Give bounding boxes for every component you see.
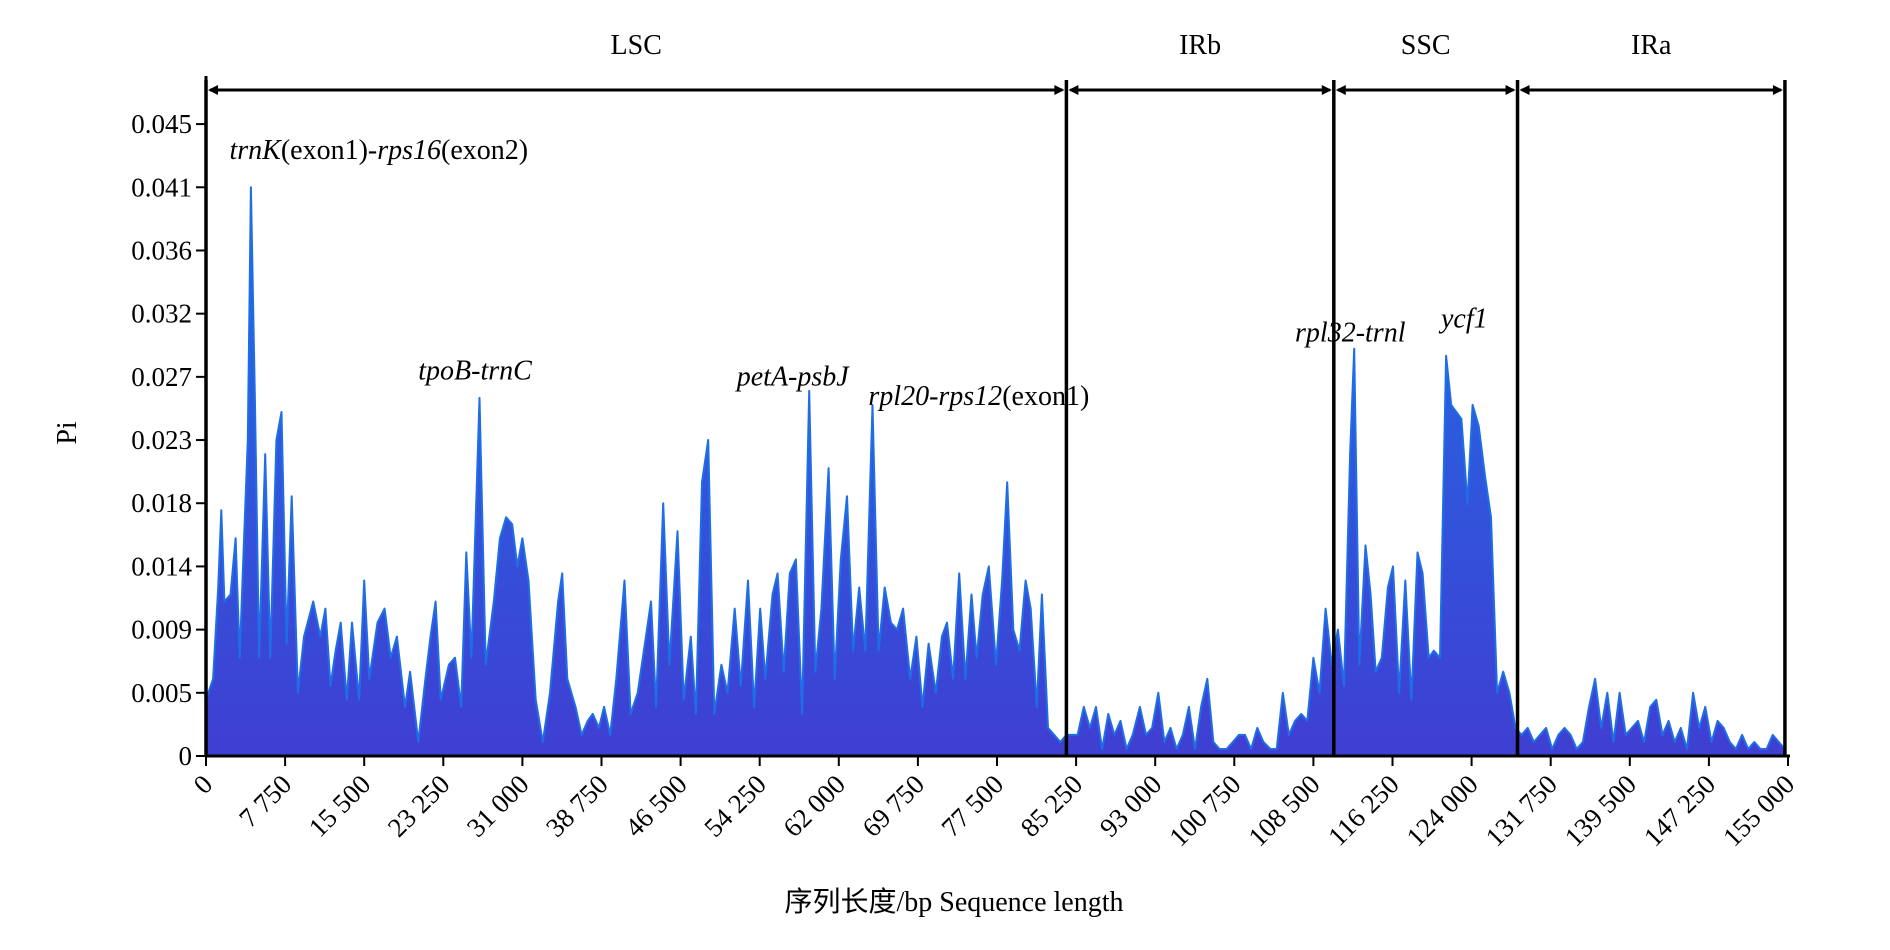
y-tick-label: 0.027: [131, 362, 192, 392]
y-tick-label: 0.045: [131, 109, 192, 139]
annotation-part: rpl32-trnl: [1295, 318, 1406, 349]
x-tick-label: 85 250: [1015, 769, 1089, 843]
y-tick-label: 0.036: [131, 235, 192, 265]
x-tick-label: 23 250: [382, 769, 456, 843]
x-tick-label: 124 000: [1401, 769, 1484, 852]
x-tick-label: 100 750: [1163, 769, 1246, 852]
region-arrowhead-right: [1321, 85, 1332, 95]
pi-area-fill-0: [206, 187, 1785, 757]
x-tick-label: 54 250: [698, 769, 772, 843]
annotation-part: rps16: [377, 135, 441, 166]
x-tick-label: 46 500: [619, 769, 693, 843]
region-arrowhead-left: [1068, 85, 1079, 95]
annotation-part: trnK: [229, 135, 282, 166]
x-tick-label: 62 000: [777, 769, 851, 843]
x-tick-label: 38 750: [540, 769, 614, 843]
x-tick-label: 69 750: [856, 769, 930, 843]
peak-annotation: tpoB-trnC: [418, 356, 532, 387]
region-label-LSC: LSC: [611, 30, 662, 61]
y-tick-label: 0.014: [131, 551, 192, 581]
pi-area-series: [205, 186, 1786, 757]
annotation-part: (exon1)-: [281, 135, 377, 166]
y-tick-label: 0.032: [131, 299, 192, 329]
annotation-part: (exon1): [1002, 381, 1089, 412]
y-axis-label: Pi: [52, 421, 83, 445]
annotation-part: petA-psbJ: [735, 361, 851, 392]
y-tick-label: 0.023: [131, 425, 192, 455]
region-arrowhead-right: [1772, 85, 1783, 95]
x-tick-label: 93 000: [1094, 769, 1168, 843]
peak-annotation: trnK(exon1)-rps16(exon2): [229, 135, 528, 166]
region-label-SSC: SSC: [1401, 30, 1451, 61]
annotation-part: ycf1: [1438, 304, 1488, 335]
y-tick-label: 0.041: [131, 172, 192, 202]
x-tick-label: 0: [187, 769, 218, 800]
x-tick-label: 139 500: [1559, 769, 1642, 852]
x-tick-label: 77 500: [936, 769, 1010, 843]
y-tick-label: 0.009: [131, 615, 192, 645]
annotation-part: (exon2): [441, 135, 528, 166]
x-tick-label: 147 250: [1638, 769, 1721, 852]
annotation-part: tpoB-trnC: [418, 356, 532, 387]
x-axis-label: 序列长度/bp Sequence length: [784, 886, 1123, 918]
region-label-IRb: IRb: [1179, 30, 1221, 61]
region-arrowhead-right: [1054, 85, 1065, 95]
peak-annotations: trnK(exon1)-rps16(exon2) tpoB-trnC petA-ps…: [229, 135, 1487, 412]
x-tick-label: 31 000: [461, 769, 535, 843]
y-tick-label: 0.018: [131, 488, 192, 518]
peak-annotation: rpl20-rps12(exon1): [868, 381, 1089, 412]
region-label-IRa: IRa: [1631, 30, 1672, 61]
x-tick-label: 116 250: [1322, 769, 1405, 852]
annotation-part: rpl20-rps12: [868, 381, 1002, 412]
x-tick-label: 155 000: [1717, 769, 1800, 852]
x-tick-label: 7 750: [233, 769, 297, 833]
x-tick-label: 108 500: [1242, 769, 1325, 852]
peak-annotation: ycf1: [1438, 304, 1488, 335]
region-arrowhead-left: [1519, 85, 1530, 95]
region-arrowhead-left: [208, 85, 218, 95]
peak-annotation: petA-psbJ: [735, 361, 851, 392]
region-arrowhead-left: [1335, 85, 1346, 95]
region-arrowhead-right: [1505, 85, 1516, 95]
x-tick-label: 131 750: [1480, 769, 1563, 852]
region-boundaries: LSC IRb SSC IRa: [204, 30, 1787, 756]
pi-line-0: [205, 186, 1786, 750]
y-tick-label: 0: [179, 741, 193, 771]
peak-annotation: rpl32-trnl: [1295, 318, 1406, 349]
y-tick-label: 0.005: [131, 678, 192, 708]
x-tick-label: 15 500: [303, 769, 377, 843]
